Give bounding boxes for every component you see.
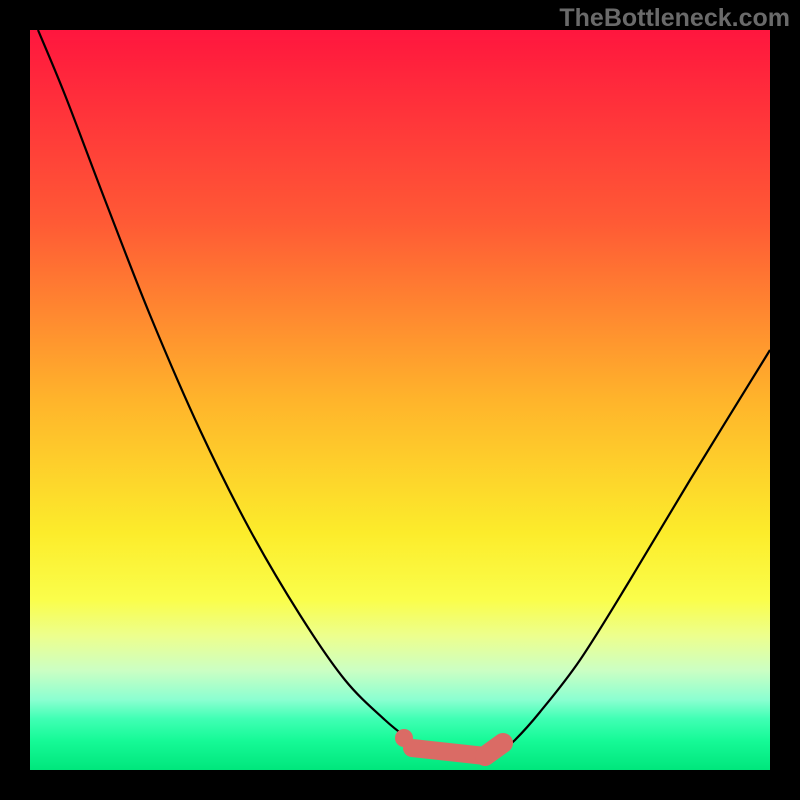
blob-bar [412,748,485,756]
chart-container: TheBottleneck.com [0,0,800,800]
chart-svg [0,0,800,800]
blob-tail [485,743,503,756]
watermark-text: TheBottleneck.com [559,4,790,33]
gradient-background [30,30,770,770]
